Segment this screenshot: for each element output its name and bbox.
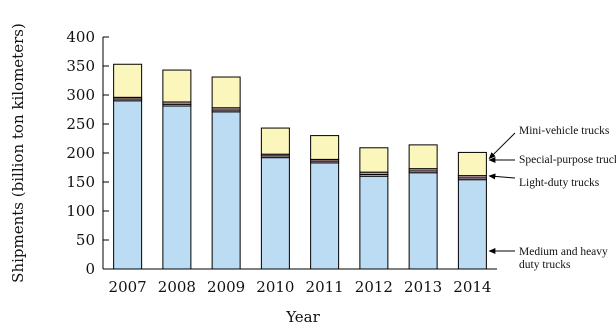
x-axis-label: Year xyxy=(285,308,320,326)
x-tick-label: 2014 xyxy=(453,278,491,296)
legend-label-line: Light-duty trucks xyxy=(519,177,600,189)
y-tick-label: 100 xyxy=(66,202,95,220)
y-tick-label: 300 xyxy=(66,86,95,104)
x-tick-label: 2009 xyxy=(207,278,245,296)
bar-mini-vehicle-trucks-2008 xyxy=(162,69,192,103)
x-tick-label: 2011 xyxy=(306,278,344,296)
bar-mini-vehicle-trucks-2012 xyxy=(359,147,389,173)
y-tick-label: 0 xyxy=(85,260,95,278)
legend-arrow-light-duty-trucks xyxy=(488,173,516,180)
bar-medium-and-heavy-duty-trucks-2010 xyxy=(260,157,290,270)
y-tick-label: 350 xyxy=(66,57,95,75)
y-axis: 0 50 100 150 200 250 300 350 400 xyxy=(66,28,109,278)
bar-medium-and-heavy-duty-trucks-2008 xyxy=(162,105,192,270)
x-axis: 2007 2008 2009 2010 2011 2012 2013 2014 xyxy=(103,268,497,296)
x-tick-label: 2008 xyxy=(158,278,196,296)
y-tick-label: 50 xyxy=(76,231,95,249)
x-tick-label: 2010 xyxy=(256,278,294,296)
legend-label-line: Special-purpose trucks xyxy=(519,154,616,166)
legend-label-line: Medium and heavy xyxy=(519,246,608,258)
bar-medium-and-heavy-duty-trucks-2014 xyxy=(457,179,487,270)
bar-mini-vehicle-trucks-2010 xyxy=(260,127,290,155)
legend-label-light-duty-trucks: Light-duty trucks xyxy=(519,177,600,189)
x-tick-label: 2007 xyxy=(109,278,147,296)
y-axis-label: Shipments (billion ton kilometers) xyxy=(9,23,27,283)
bar-mini-vehicle-trucks-2014 xyxy=(457,151,487,177)
bar-mini-vehicle-trucks-2007 xyxy=(113,63,143,98)
legend-label-special-purpose-trucks: Special-purpose trucks xyxy=(519,154,616,166)
bar-medium-and-heavy-duty-trucks-2011 xyxy=(310,162,340,270)
y-tick-label: 250 xyxy=(66,115,95,133)
bar-mini-vehicle-trucks-2011 xyxy=(310,135,340,160)
bar-mini-vehicle-trucks-2013 xyxy=(408,144,438,170)
x-tick-label: 2013 xyxy=(404,278,442,296)
bar-medium-and-heavy-duty-trucks-2012 xyxy=(359,175,389,270)
bars-group xyxy=(113,63,487,270)
legend-arrow-mini-vehicle-trucks xyxy=(488,132,516,160)
legend-label-medium-and-heavy-duty-trucks: Medium and heavy duty trucks xyxy=(519,246,608,271)
x-tick-label: 2012 xyxy=(355,278,393,296)
legend-label-line: Mini-vehicle trucks xyxy=(519,125,610,137)
y-tick-label: 200 xyxy=(66,144,95,162)
bar-medium-and-heavy-duty-trucks-2013 xyxy=(408,172,438,270)
legend-label-mini-vehicle-trucks: Mini-vehicle trucks xyxy=(519,125,610,137)
legend-label-line: duty trucks xyxy=(519,259,571,271)
bar-medium-and-heavy-duty-trucks-2009 xyxy=(211,111,241,270)
bar-medium-and-heavy-duty-trucks-2007 xyxy=(113,100,143,270)
legend: Mini-vehicle trucks Special-purpose truck… xyxy=(488,125,616,271)
bar-mini-vehicle-trucks-2009 xyxy=(211,76,241,109)
y-tick-label: 400 xyxy=(66,28,95,46)
y-tick-label: 150 xyxy=(66,173,95,191)
